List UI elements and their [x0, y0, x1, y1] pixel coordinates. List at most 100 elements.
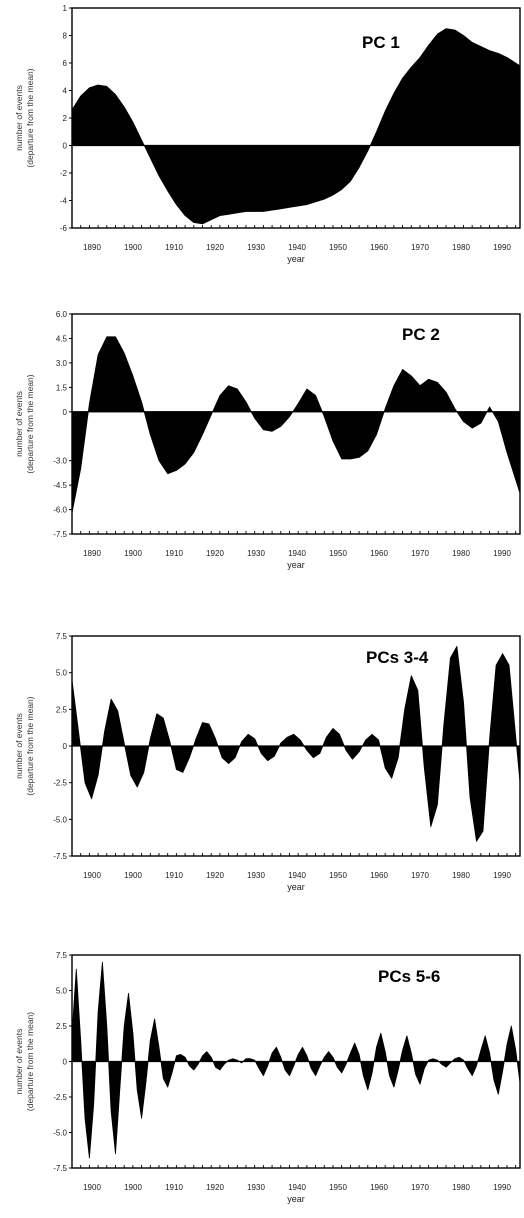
series-area — [71, 961, 521, 1159]
y-tick-label: -6 — [60, 224, 68, 233]
x-tick-label: 1980 — [452, 1183, 470, 1192]
y-tick-label: 3.0 — [56, 359, 68, 368]
y-tick-label: 6 — [63, 59, 68, 68]
y-tick-label: 8 — [63, 32, 68, 41]
x-axis-label: year — [287, 1194, 305, 1204]
x-axis-label: year — [287, 254, 305, 264]
y-tick-label: 7.5 — [56, 951, 68, 960]
y-tick-label: -2 — [60, 169, 68, 178]
chart-panel-4: -7.5 -5.0 -2.5 0 2.5 5.0 7.5 1900 1900 1910 1920 19… — [14, 951, 521, 1204]
x-tick-label: 1940 — [288, 549, 306, 558]
panel-title: PC 1 — [362, 33, 400, 52]
x-tick-label: 1900 — [83, 1183, 101, 1192]
x-tick-label: 1900 — [124, 1183, 142, 1192]
y-tick-label: -7.5 — [53, 852, 67, 861]
y-tick-label: -2.5 — [53, 1093, 67, 1102]
x-axis-label: year — [287, 560, 305, 570]
y-axis-label: (departure from the mean) — [25, 374, 35, 473]
x-tick-label: 1950 — [329, 243, 347, 252]
y-tick-label: 5.0 — [56, 987, 68, 996]
y-tick-label: -5.0 — [53, 1129, 67, 1138]
x-tick-label: 1900 — [124, 243, 142, 252]
chart-panel-2: -7.5 -6.0 -4.5 -3.0 0 1.5 3.0 4.5 6.0 1890 1900 191… — [14, 310, 521, 570]
x-tick-label: 1910 — [165, 549, 183, 558]
y-tick-label: 7.5 — [56, 632, 68, 641]
y-axis-label: number of events — [14, 391, 24, 457]
y-tick-label: 2.5 — [56, 705, 68, 714]
x-tick-label: 1980 — [452, 871, 470, 880]
x-tick-label: 1930 — [247, 871, 265, 880]
x-tick-label: 1910 — [165, 871, 183, 880]
y-tick-label: -5.0 — [53, 815, 67, 824]
y-axis-label: (departure from the mean) — [25, 696, 35, 795]
series-area — [71, 28, 521, 225]
x-tick-label: 1940 — [288, 1183, 306, 1192]
x-tick-label: 1900 — [124, 871, 142, 880]
y-tick-label: 5.0 — [56, 669, 68, 678]
y-tick-label: 0 — [63, 408, 68, 417]
x-tick-label: 1990 — [493, 549, 511, 558]
y-tick-label: 2 — [63, 114, 68, 123]
chart-panel-1: -6 -4 -2 0 2 4 6 8 1 1890 1900 1910 1920 1930 1940 1950… — [14, 4, 521, 264]
y-tick-label: 1 — [63, 4, 68, 13]
y-axis-label: (departure from the mean) — [25, 68, 35, 167]
x-tick-label: 1950 — [329, 1183, 347, 1192]
x-tick-label: 1960 — [370, 549, 388, 558]
x-tick-label: 1990 — [493, 1183, 511, 1192]
x-tick-label: 1890 — [83, 243, 101, 252]
y-tick-label: 1.5 — [56, 383, 68, 392]
x-tick-label: 1910 — [165, 1183, 183, 1192]
y-tick-label: -4 — [60, 197, 68, 206]
y-tick-label: -7.5 — [53, 1164, 67, 1173]
y-tick-label: 0 — [63, 742, 68, 751]
y-axis-label: number of events — [14, 713, 24, 779]
x-tick-label: 1940 — [288, 243, 306, 252]
y-tick-label: -7.5 — [53, 530, 67, 539]
y-tick-label: 0 — [63, 142, 68, 151]
y-tick-label: -4.5 — [53, 481, 67, 490]
x-tick-label: 1910 — [165, 243, 183, 252]
y-axis-label: number of events — [14, 85, 24, 151]
panel-title: PC 2 — [402, 325, 440, 344]
x-tick-label: 1920 — [206, 1183, 224, 1192]
y-axis-label: (departure from the mean) — [25, 1012, 35, 1111]
x-tick-label: 1970 — [411, 549, 429, 558]
x-tick-label: 1930 — [247, 1183, 265, 1192]
y-tick-label: -6.0 — [53, 506, 67, 515]
x-tick-label: 1950 — [329, 871, 347, 880]
x-tick-label: 1900 — [83, 871, 101, 880]
x-tick-label: 1940 — [288, 871, 306, 880]
x-tick-label: 1990 — [493, 871, 511, 880]
y-tick-label: -2.5 — [53, 779, 67, 788]
x-tick-label: 1970 — [411, 871, 429, 880]
chart-panel-3: -7.5 -5.0 -2.5 0 2.5 5.0 7.5 1900 1900 1910 1920 19… — [14, 632, 521, 892]
x-tick-label: 1960 — [370, 871, 388, 880]
y-tick-label: 4.5 — [56, 334, 68, 343]
x-tick-label: 1900 — [124, 549, 142, 558]
y-tick-label: 2.5 — [56, 1022, 68, 1031]
x-tick-label: 1960 — [370, 243, 388, 252]
x-tick-label: 1980 — [452, 549, 470, 558]
y-tick-label: 4 — [63, 87, 68, 96]
x-tick-label: 1960 — [370, 1183, 388, 1192]
series-area — [71, 645, 521, 842]
x-tick-label: 1890 — [83, 549, 101, 558]
panel-title: PCs 3-4 — [366, 648, 429, 667]
x-tick-label: 1920 — [206, 871, 224, 880]
x-tick-label: 1990 — [493, 243, 511, 252]
x-tick-label: 1980 — [452, 243, 470, 252]
x-tick-label: 1930 — [247, 549, 265, 558]
x-tick-label: 1970 — [411, 1183, 429, 1192]
x-tick-label: 1970 — [411, 243, 429, 252]
x-tick-label: 1920 — [206, 549, 224, 558]
y-tick-label: 6.0 — [56, 310, 68, 319]
x-tick-label: 1950 — [329, 549, 347, 558]
y-tick-label: -3.0 — [53, 457, 67, 466]
x-axis-label: year — [287, 882, 305, 892]
y-tick-label: 0 — [63, 1058, 68, 1067]
x-tick-label: 1930 — [247, 243, 265, 252]
series-area — [71, 336, 521, 514]
x-tick-label: 1920 — [206, 243, 224, 252]
plot-frame — [71, 313, 521, 535]
